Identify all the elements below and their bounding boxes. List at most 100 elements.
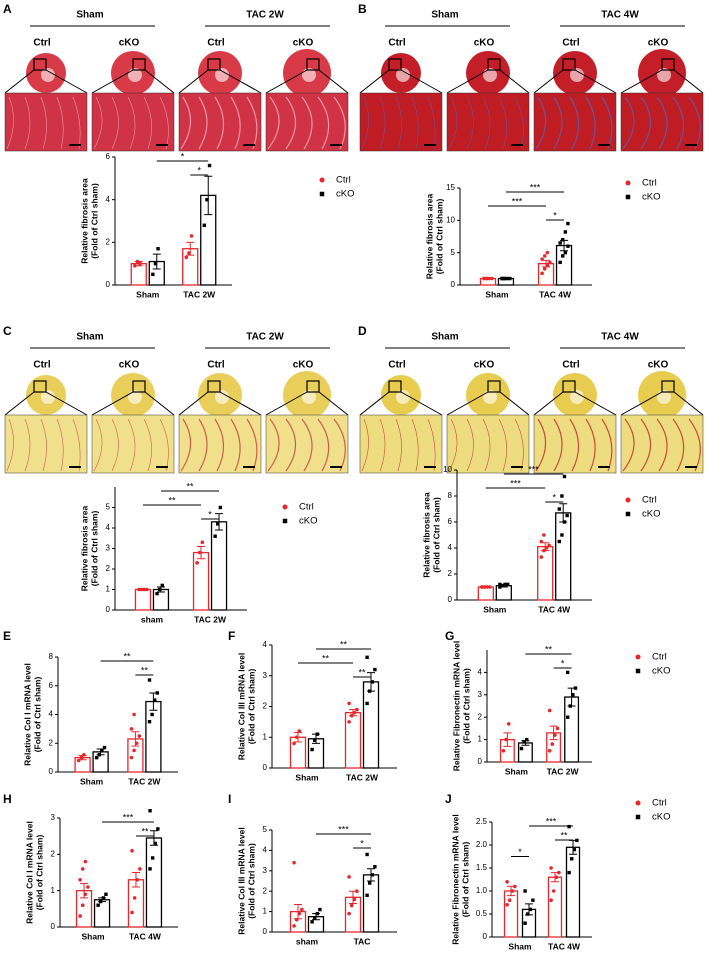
data-point (547, 543, 551, 548)
tissue-fiber (40, 96, 47, 150)
significance-label: *** (123, 812, 134, 822)
y-axis-label: (Fold of Ctrl sham) (461, 668, 471, 744)
tissue-image (359, 414, 443, 474)
data-point (368, 881, 372, 885)
y-tick-label: 8 (448, 491, 453, 500)
tissue-fiber (535, 418, 547, 472)
column-label: cKO (119, 38, 140, 49)
data-point (550, 742, 555, 746)
data-point (567, 870, 571, 875)
bar (503, 890, 519, 938)
tissue-image (265, 92, 349, 152)
zoom-line (574, 69, 617, 94)
zoom-box (661, 58, 675, 71)
legend-label: cKO (652, 666, 670, 677)
data-point (132, 748, 136, 753)
tissue-fiber (569, 418, 580, 472)
data-point (150, 856, 155, 860)
x-tick-label: sham (296, 936, 319, 946)
data-point (563, 230, 568, 234)
data-point (292, 860, 296, 865)
data-point (544, 546, 549, 550)
data-point (139, 587, 144, 592)
zoom-line (318, 391, 349, 416)
panel-letter: E (3, 629, 11, 643)
zoom-box (132, 380, 146, 393)
heart-lumen (483, 68, 497, 82)
zoom-line (45, 391, 88, 416)
data-point (297, 729, 302, 733)
tissue-fiber (395, 418, 402, 472)
data-point (567, 824, 571, 829)
data-point (540, 271, 544, 276)
y-axis-label: Relative Col I mRNA level (24, 821, 34, 924)
group-label: TAC 2W (246, 332, 284, 343)
column-label: Ctrl (388, 38, 405, 49)
y-tick-label: 4 (106, 195, 111, 204)
tissue-fiber (498, 418, 507, 472)
bar (192, 551, 210, 611)
y-tick-label: 4 (263, 846, 268, 855)
column-label: cKO (119, 360, 140, 371)
zoom-box (306, 58, 320, 71)
heart-lumen (396, 390, 410, 404)
data-point (292, 924, 296, 928)
data-point (542, 254, 547, 258)
group-label: TAC 4W (601, 10, 639, 21)
bar (555, 512, 572, 601)
data-point (318, 907, 322, 912)
tissue-image (620, 414, 704, 474)
y-tick-label: 4 (448, 543, 453, 552)
y-tick-label: 0.5 (476, 909, 488, 918)
data-point (79, 755, 84, 760)
data-point (373, 667, 377, 672)
x-tick-label: TAC 4W (129, 931, 162, 941)
y-tick-label: 3 (263, 866, 268, 875)
data-point (76, 758, 81, 763)
data-point (202, 223, 207, 227)
data-point (148, 809, 152, 813)
column-label: cKO (648, 38, 669, 49)
y-tick-label: 6 (49, 681, 54, 690)
y-tick-label: 0 (478, 757, 483, 766)
data-point (205, 197, 209, 202)
zoom-box (33, 58, 47, 71)
data-point (315, 732, 319, 736)
zoom-box (388, 58, 402, 71)
legend-marker (282, 518, 288, 524)
tissue-fiber (93, 418, 103, 472)
tissue-fiber (640, 418, 652, 472)
column-label: cKO (474, 360, 495, 371)
data-point (153, 698, 157, 702)
data-point (80, 903, 85, 907)
data-point (545, 250, 550, 255)
legend-marker (319, 191, 325, 197)
tissue-fiber (301, 418, 313, 472)
significance-label: ** (141, 665, 149, 675)
zoom-line (400, 391, 443, 416)
data-point (570, 857, 574, 861)
data-point (294, 917, 299, 922)
y-tick-label: 2 (49, 738, 54, 747)
legend-marker (625, 497, 631, 503)
panel-letter: D (358, 324, 367, 338)
data-point (565, 513, 569, 518)
data-point (82, 752, 86, 757)
zoom-box (388, 380, 402, 393)
column-label: Ctrl (562, 360, 579, 371)
tissue-fiber (379, 96, 386, 150)
panel-letter: F (228, 629, 235, 643)
data-point (200, 540, 205, 545)
tissue-fiber (466, 96, 474, 150)
data-point (207, 163, 212, 168)
tissue-fiber (267, 418, 280, 472)
data-point (130, 910, 134, 915)
y-tick-label: 1 (263, 732, 268, 741)
legend-marker (319, 177, 325, 183)
data-point (498, 585, 502, 589)
data-point (507, 898, 512, 902)
legend-label: cKO (299, 516, 317, 527)
data-point (355, 707, 359, 712)
data-point (547, 708, 552, 713)
tissue-fiber (569, 96, 580, 150)
